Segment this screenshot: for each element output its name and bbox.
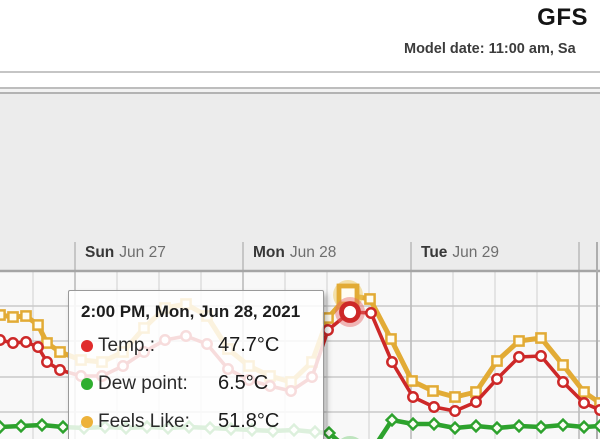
feels-like-marker (20, 310, 32, 322)
header-divider (0, 71, 600, 73)
feels-like-marker (557, 359, 569, 371)
dew-point-marker (576, 419, 592, 435)
dew-point-marker (426, 416, 442, 432)
series-bullet-icon (81, 378, 93, 390)
feels-like-marker (322, 312, 334, 324)
temp-marker (513, 351, 525, 363)
feels-like-marker (449, 391, 461, 403)
day-label: Tue Jun 29 (421, 244, 499, 262)
day-date: Jun 28 (289, 244, 337, 261)
feels-like-marker (594, 397, 600, 409)
model-title: GFS (537, 4, 588, 31)
dew-point-marker (533, 419, 549, 435)
feels-like-marker (535, 332, 547, 344)
dew-point-marker (592, 418, 600, 434)
feels-like-marker (406, 375, 418, 387)
series-label: Temp.: (98, 335, 156, 356)
series-value: 6.5°C (218, 372, 269, 394)
temp-marker (7, 337, 19, 349)
day-date: Jun 29 (452, 244, 499, 261)
temp-marker (491, 373, 503, 385)
temp-marker (41, 356, 53, 368)
day-name: Sun (85, 244, 115, 261)
temp-marker (322, 324, 334, 336)
series-value: 47.7°C (218, 334, 280, 356)
day-name: Mon (253, 244, 285, 261)
feels-like-marker (0, 309, 6, 321)
feels-like-marker (54, 346, 66, 358)
temp-marker (32, 341, 44, 353)
dew-point-marker (468, 418, 484, 434)
series-label: Dew point: (98, 373, 188, 394)
tooltip-timestamp: 2:00 PM, Mon, Jun 28, 2021 (81, 302, 301, 321)
temp-marker (578, 397, 590, 409)
dew-point-marker (34, 417, 50, 433)
series-value: 51.8°C (218, 410, 280, 432)
temp-marker (428, 401, 440, 413)
day-label: Mon Jun 28 (253, 244, 336, 262)
feels-like-marker (513, 335, 525, 347)
feels-like-marker (578, 386, 590, 398)
dew-point-marker (489, 420, 505, 436)
temp-marker (470, 396, 482, 408)
feels-like-marker (364, 293, 376, 305)
temp-marker (535, 350, 547, 362)
temp-marker (557, 376, 569, 388)
feels-like-marker (7, 311, 19, 323)
selected-temp-marker (339, 301, 361, 323)
day-label: Sun Jun 27 (85, 244, 166, 262)
header-divider-groove (0, 87, 600, 94)
model-run-date: Model date: 11:00 am, Sa (404, 41, 576, 57)
dew-point-marker (0, 419, 8, 435)
temp-marker (449, 405, 461, 417)
feels-like-marker (427, 385, 439, 397)
temp-marker (365, 307, 377, 319)
dew-point-marker (13, 418, 29, 434)
tooltip-rows: Temp.: 47.7°C Dew point: 6.5°C Feels Like: 51… (81, 334, 313, 439)
dew-point-marker (447, 420, 463, 436)
selected-point-glow (341, 436, 359, 439)
temp-marker (0, 334, 6, 346)
dew-point-marker (405, 416, 421, 432)
temp-marker (386, 356, 398, 368)
series-label: Feels Like: (98, 411, 190, 432)
tooltip-row: Temp.: 47.7°C (81, 334, 313, 360)
dew-point-marker (511, 418, 527, 434)
tooltip-row: Feels Like: 51.8°C (81, 410, 313, 436)
day-date: Jun 27 (119, 244, 166, 261)
temp-marker (407, 391, 419, 403)
feels-like-marker (470, 386, 482, 398)
dew-point-marker (55, 419, 71, 435)
dew-point-marker (555, 417, 571, 433)
dew-point-marker (321, 425, 337, 439)
temp-marker (594, 404, 600, 416)
tooltip-row: Dew point: 6.5°C (81, 372, 313, 398)
feels-like-marker (491, 355, 503, 367)
feels-like-marker (385, 333, 397, 345)
temp-marker (20, 336, 32, 348)
dew-point-marker (384, 412, 400, 428)
feels-like-marker (32, 319, 44, 331)
series-bullet-icon (81, 416, 93, 428)
chart-tooltip: 2:00 PM, Mon, Jun 28, 2021 Temp.: 47.7°C D… (68, 290, 324, 439)
temp-marker (54, 364, 66, 376)
day-name: Tue (421, 244, 448, 261)
series-bullet-icon (81, 340, 93, 352)
